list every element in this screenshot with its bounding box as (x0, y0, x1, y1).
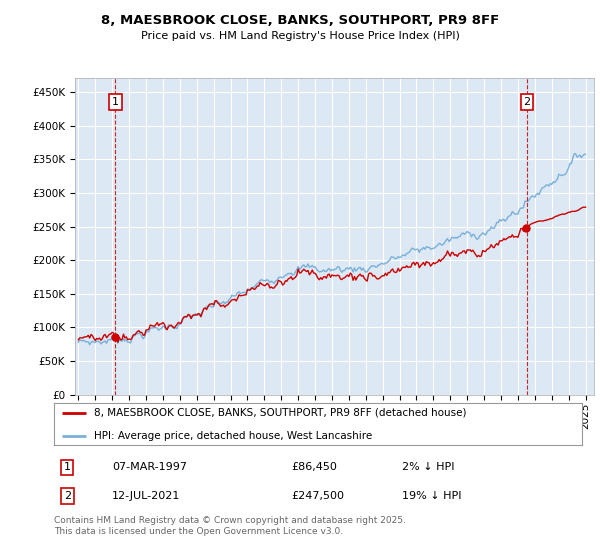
Text: 12-JUL-2021: 12-JUL-2021 (112, 491, 181, 501)
Text: 19% ↓ HPI: 19% ↓ HPI (403, 491, 462, 501)
Text: 2: 2 (64, 491, 71, 501)
Text: 07-MAR-1997: 07-MAR-1997 (112, 463, 187, 473)
Text: 8, MAESBROOK CLOSE, BANKS, SOUTHPORT, PR9 8FF (detached house): 8, MAESBROOK CLOSE, BANKS, SOUTHPORT, PR… (94, 408, 466, 418)
Text: HPI: Average price, detached house, West Lancashire: HPI: Average price, detached house, West… (94, 431, 372, 441)
Text: 2% ↓ HPI: 2% ↓ HPI (403, 463, 455, 473)
Text: £247,500: £247,500 (292, 491, 344, 501)
Text: 2: 2 (523, 97, 530, 107)
Text: 1: 1 (64, 463, 71, 473)
Text: Price paid vs. HM Land Registry's House Price Index (HPI): Price paid vs. HM Land Registry's House … (140, 31, 460, 41)
Text: Contains HM Land Registry data © Crown copyright and database right 2025.
This d: Contains HM Land Registry data © Crown c… (54, 516, 406, 536)
Text: 8, MAESBROOK CLOSE, BANKS, SOUTHPORT, PR9 8FF: 8, MAESBROOK CLOSE, BANKS, SOUTHPORT, PR… (101, 14, 499, 27)
Text: £86,450: £86,450 (292, 463, 337, 473)
Text: 1: 1 (112, 97, 119, 107)
